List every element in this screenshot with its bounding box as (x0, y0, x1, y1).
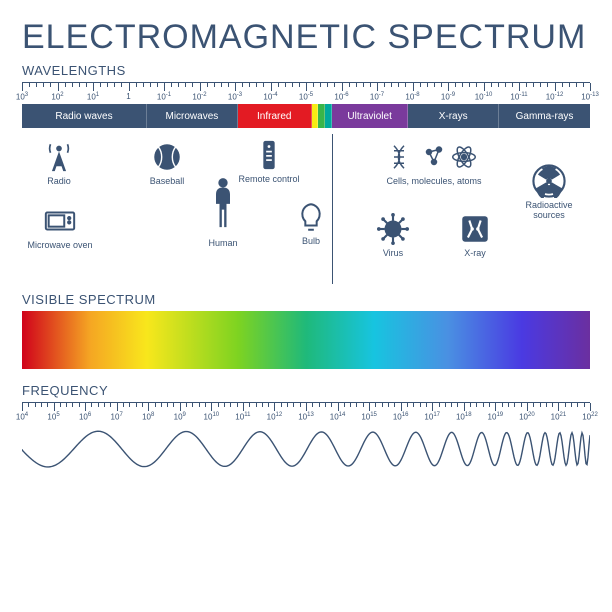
tick-label: 10-11 (510, 92, 527, 102)
tick-label: 1012 (267, 412, 283, 422)
band-microwaves: Microwaves (147, 104, 238, 128)
tick-label: 1020 (519, 412, 535, 422)
radio-tower-icon (42, 140, 76, 174)
tick-label: 1016 (393, 412, 409, 422)
example-xray: X-ray (440, 212, 510, 259)
virus-icon (376, 212, 410, 246)
tick-label: 10-4 (263, 92, 277, 102)
tick-label: 10-12 (546, 92, 564, 102)
tick-label: 103 (16, 92, 28, 102)
band-visible (318, 104, 325, 128)
examples-area: Radio Microwave oven Baseball Human Remote c… (22, 134, 590, 284)
example-remote: Remote control (234, 138, 304, 185)
tick-label: 1021 (551, 412, 567, 422)
tick-label: 1 (126, 92, 130, 101)
tick-label: 10-2 (192, 92, 206, 102)
example-label: Baseball (150, 177, 185, 187)
tick-label: 106 (79, 412, 91, 422)
tick-label: 10-9 (441, 92, 455, 102)
example-label: Bulb (302, 237, 320, 247)
baseball-icon (150, 140, 184, 174)
tick-label: 10-8 (405, 92, 419, 102)
tick-label: 104 (16, 412, 28, 422)
wavelengths-label: WAVELENGTHS (22, 63, 590, 78)
tick-label: 1019 (488, 412, 504, 422)
example-microwave: Microwave oven (25, 204, 95, 251)
tick-label: 10-7 (370, 92, 384, 102)
radioactive-icon (532, 164, 566, 198)
tick-label: 1022 (582, 412, 598, 422)
example-label: Virus (383, 249, 403, 259)
tick-label: 1014 (330, 412, 346, 422)
bulb-icon (294, 200, 328, 234)
band-visible (312, 104, 319, 128)
tick-label: 10-6 (334, 92, 348, 102)
tick-label: 10-3 (228, 92, 242, 102)
band-infrared: Infrared (238, 104, 312, 128)
example-bulb: Bulb (276, 200, 346, 247)
tick-label: 102 (51, 92, 63, 102)
tick-label: 109 (174, 412, 186, 422)
example-label: Remote control (238, 175, 299, 185)
band-visible (325, 104, 332, 128)
tick-label: 1015 (361, 412, 377, 422)
tick-label: 10-5 (299, 92, 313, 102)
dna-molecule-atom-icon (389, 140, 479, 174)
band-radio-waves: Radio waves (22, 104, 147, 128)
example-label: Microwave oven (27, 241, 92, 251)
tick-label: 10-13 (581, 92, 599, 102)
visible-spectrum-bar (22, 311, 590, 369)
human-icon (209, 174, 237, 236)
tick-label: 1017 (424, 412, 440, 422)
example-label: X-ray (464, 249, 486, 259)
band-gamma-rays: Gamma-rays (499, 104, 590, 128)
example-radio: Radio (24, 140, 94, 187)
band-x-rays: X-rays (408, 104, 499, 128)
tick-label: 107 (111, 412, 123, 422)
frequency-wave (22, 424, 590, 474)
band-ultraviolet: Ultraviolet (332, 104, 408, 128)
example-human: Human (188, 174, 258, 249)
tick-label: 1011 (235, 412, 250, 422)
frequency-label: FREQUENCY (22, 383, 590, 398)
example-cells: Cells, molecules, atoms (374, 140, 494, 187)
example-radioactive: Radioactive sources (514, 164, 584, 221)
tick-label: 1010 (204, 412, 220, 422)
example-label: Radio (47, 177, 71, 187)
remote-icon (252, 138, 286, 172)
frequency-ruler: 1041051061071081091010101110121013101410… (22, 402, 590, 422)
example-label: Cells, molecules, atoms (386, 177, 481, 187)
tick-label: 1018 (456, 412, 472, 422)
tick-label: 10-10 (475, 92, 493, 102)
tick-label: 101 (87, 92, 99, 102)
example-label: Human (208, 239, 237, 249)
example-label: Radioactive sources (514, 201, 584, 221)
wavelength-ruler: 103102101110-110-210-310-410-510-610-710… (22, 82, 590, 102)
page-title: ELECTROMAGNETIC SPECTRUM (22, 18, 590, 57)
tick-label: 105 (47, 412, 59, 422)
tick-label: 108 (142, 412, 154, 422)
visible-label: VISIBLE SPECTRUM (22, 292, 590, 307)
tick-label: 10-1 (157, 92, 171, 102)
example-virus: Virus (358, 212, 428, 259)
spectrum-band-bar: Radio wavesMicrowavesInfrared Ultraviolet… (22, 104, 590, 128)
xray-icon (458, 212, 492, 246)
microwave-icon (43, 204, 77, 238)
tick-label: 1013 (298, 412, 314, 422)
